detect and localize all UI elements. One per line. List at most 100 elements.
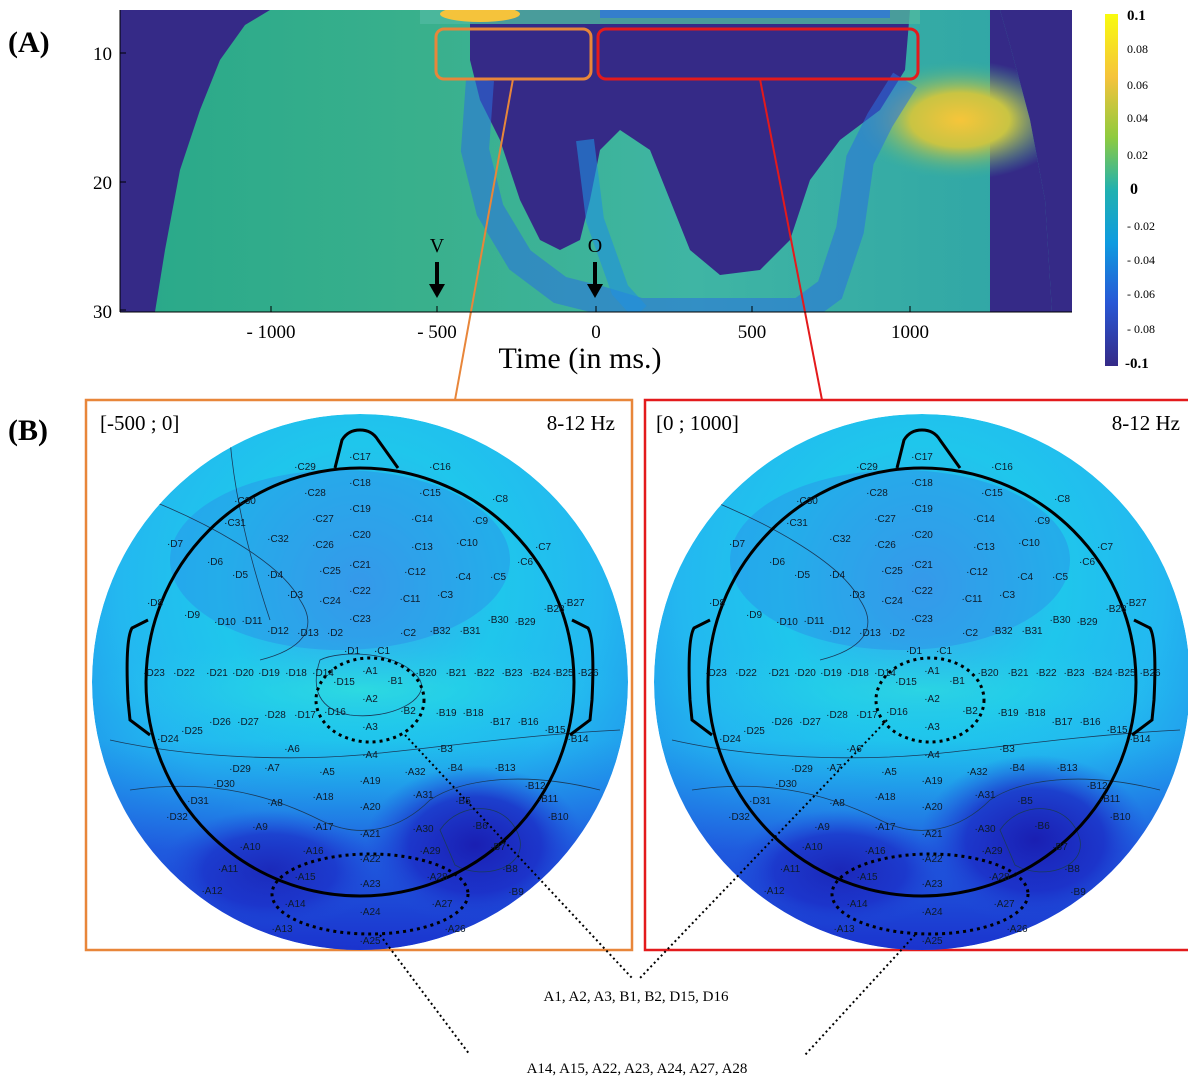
electrode-d13-poststim: ·D13 [859,628,881,639]
electrode-a8-poststim: ·A8 [829,798,845,809]
electrode-a28-poststim: ·A28 [988,872,1010,883]
panel-b-label: (B) [8,414,48,447]
electrode-a3-poststim: ·A3 [924,722,940,733]
electrode-b19-prestim: ·B19 [435,708,457,719]
electrode-a7-poststim: ·A7 [826,763,842,774]
head-outline-prestim [144,466,576,898]
electrode-c11-poststim: ·C11 [962,594,983,605]
electrode-d21-prestim: ·D21 [206,668,228,679]
electrode-c2-prestim: ·C2 [400,628,417,639]
electrode-d19-prestim: ·D19 [258,668,280,679]
electrode-a20-poststim: ·A20 [921,802,943,813]
electrode-a10-prestim: ·A10 [239,842,261,853]
electrode-a4-prestim: ·A4 [362,750,378,761]
electrode-d12-prestim: ·D12 [267,626,289,637]
electrode-c13-prestim: ·C13 [411,542,433,553]
electrode-d29-prestim: ·D29 [229,764,251,775]
electrode-b3-poststim: ·B3 [999,744,1015,755]
electrode-d18-poststim: ·D18 [847,668,869,679]
electrode-a29-prestim: ·A29 [419,846,441,857]
electrode-c8-prestim: ·C8 [492,494,509,505]
electrode-d32-poststim: ·D32 [728,812,750,823]
electrode-a25-prestim: ·A25 [359,936,381,947]
electrode-c16-poststim: ·C16 [991,462,1013,473]
electrode-b4-poststim: ·B4 [1009,763,1025,774]
electrode-c21-prestim: ·C21 [349,560,371,571]
electrode-d22-poststim: ·D22 [735,668,757,679]
electrode-c8-poststim: ·C8 [1054,494,1071,505]
electrode-b6-poststim: ·B6 [1034,821,1050,832]
electrode-b17-prestim: ·B17 [489,717,511,728]
topomap-window-poststim: [0 ; 1000] [656,411,739,435]
electrode-b3-prestim: ·B3 [437,744,453,755]
x-tick-neg500: - 500 [417,322,457,343]
connector-line-prestim [454,78,514,401]
electrode-a18-poststim: ·A18 [874,792,896,803]
electrode-a15-prestim: ·A15 [294,872,316,883]
electrode-b16-prestim: ·B16 [517,717,539,728]
electrode-a25-poststim: ·A25 [921,936,943,947]
electrode-b5-prestim: ·B5 [455,796,471,807]
cluster-central-prestim [314,656,426,744]
electrode-b8-poststim: ·B8 [1064,864,1080,875]
electrode-b6-prestim: ·B6 [472,821,488,832]
electrode-d14-prestim: ·D14 [312,668,334,679]
electrode-c25-poststim: ·C25 [881,566,903,577]
electrode-a8-prestim: ·A8 [267,798,283,809]
electrode-b28-prestim: ·B28 [543,604,565,615]
electrode-a32-prestim: ·A32 [404,767,426,778]
electrode-b12-prestim: ·B12 [524,781,546,792]
electrode-c11-prestim: ·C11 [400,594,421,605]
electrode-b21-poststim: ·B21 [1007,668,1029,679]
electrode-d31-poststim: ·D31 [749,796,771,807]
electrode-b9-poststim: ·B9 [1070,887,1086,898]
electrode-b26-poststim: ·B26 [1139,668,1161,679]
electrode-a11-poststim: ·A11 [780,864,801,875]
electrode-b32-prestim: ·B32 [429,626,451,637]
electrode-a4-poststim: ·A4 [924,750,940,761]
electrode-a26-prestim: ·A26 [444,924,466,935]
electrode-d22-prestim: ·D22 [173,668,195,679]
electrode-c6-prestim: ·C6 [517,557,534,568]
electrode-d27-poststim: ·D27 [799,717,821,728]
electrode-d2-poststim: ·D2 [889,628,906,639]
topomap-poststim: [0 ; 1000] 8-12 Hz ·C17·C16·C29·C18·C28 ·… [643,398,1188,952]
electrode-a3-prestim: ·A3 [362,722,378,733]
electrode-c20-prestim: ·C20 [349,530,371,541]
electrode-c15-prestim: ·C15 [419,488,441,499]
connector-line-poststim [759,78,823,401]
electrode-b13-prestim: ·B13 [494,763,516,774]
electrode-c29-poststim: ·C29 [856,462,878,473]
electrode-a31-prestim: ·A31 [412,790,434,801]
electrode-d26-prestim: ·D26 [209,717,231,728]
annotation-connectors [379,719,916,1056]
electrode-a27-poststim: ·A27 [993,899,1015,910]
electrode-d9-poststim: ·D9 [746,610,763,621]
marker-v-arrow-icon [429,262,445,298]
electrode-a13-poststim: ·A13 [833,924,855,935]
cb-tick-4: 0.02 [1127,148,1148,162]
electrode-d10-prestim: ·D10 [214,617,236,628]
electrode-b15-prestim: ·B15 [544,725,566,736]
electrode-c32-poststim: ·C32 [829,534,851,545]
electrode-a9-prestim: ·A9 [252,822,268,833]
electrode-b22-prestim: ·B22 [473,668,495,679]
cb-tick-1: 0.08 [1127,42,1148,56]
electrode-a21-prestim: ·A21 [359,829,381,840]
electrode-b8-prestim: ·B8 [502,864,518,875]
electrode-c19-poststim: ·C19 [911,504,933,515]
x-tick-1000: 1000 [891,322,929,343]
electrode-c1-poststim: ·C1 [936,646,953,657]
electrode-b27-poststim: ·B27 [1125,598,1147,609]
cluster-label-posterior: A14, A15, A22, A23, A24, A27, A28 [527,1061,748,1077]
electrode-d2-prestim: ·D2 [327,628,344,639]
electrode-c12-prestim: ·C12 [404,567,426,578]
electrode-a2-poststim: ·A2 [924,694,940,705]
electrode-b14-prestim: ·B14 [567,734,589,745]
electrode-c15-poststim: ·C15 [981,488,1003,499]
electrode-c26-poststim: ·C26 [874,540,896,551]
cb-tick-8: - 0.06 [1127,287,1155,301]
electrode-a30-prestim: ·A30 [412,824,434,835]
electrode-d3-poststim: ·D3 [849,590,866,601]
electrode-a14-poststim: ·A14 [846,899,868,910]
